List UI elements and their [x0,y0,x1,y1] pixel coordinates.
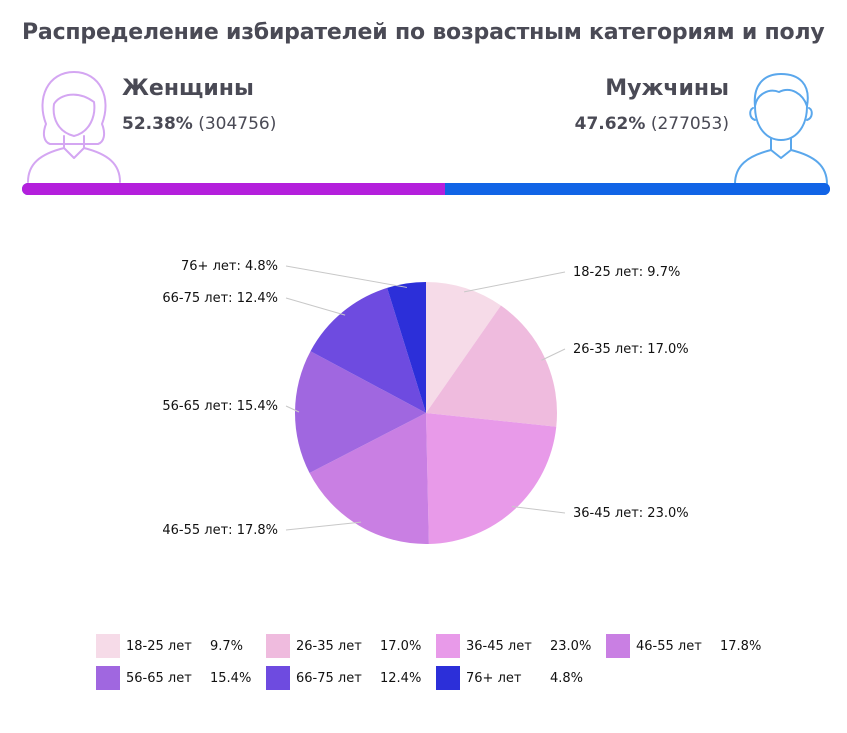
male-percent: 47.62% [574,114,646,134]
legend-value: 23.0% [550,639,592,654]
legend-swatch [436,666,460,690]
male-count: (277053) [650,114,729,134]
legend-value: 12.4% [380,671,422,686]
legend-value: 17.0% [380,639,422,654]
pie-slice-5 [295,351,426,473]
pie-leader-line-4 [285,521,362,531]
pie-slice-3 [426,413,557,544]
gender-bar-male [445,183,830,195]
legend-swatch [606,634,630,658]
gender-ratio-bar [22,183,830,195]
legend-swatch [96,666,120,690]
pie-leader-line-3 [511,505,566,514]
gender-bar-female [22,183,446,195]
male-label: Мужчины [605,76,729,101]
pie-data-label-1: 18-25 лет: 9.7% [573,265,680,280]
pie-data-label-6: 66-75 лет: 12.4% [162,291,278,306]
pie-slice-7 [387,282,426,413]
pie-data-label-5: 56-65 лет: 15.4% [162,399,278,414]
legend-value: 4.8% [550,671,584,686]
pie-slice-4 [309,413,429,544]
man-outline-icon [733,70,829,186]
pie-data-label-7: 76+ лет: 4.8% [181,259,278,274]
female-stat: 52.38% (304756) [122,114,276,134]
woman-outline-icon [26,68,122,184]
page-title: Распределение избирателей по возрастным … [22,20,825,45]
pie-leader-line-1 [463,271,566,293]
legend-label: 36-45 лет [466,639,532,654]
pie-slice-2 [426,305,557,427]
legend-label: 18-25 лет [126,639,192,654]
pie-leader-line-2 [541,348,566,361]
age-pie-chart: 18-25 лет: 9.7% 26-35 лет: 17.0% 36-45 лет… [162,259,689,544]
legend-value: 15.4% [210,671,252,686]
female-percent: 52.38% [122,114,193,134]
legend-label: 56-65 лет [126,671,192,686]
pie-leader-line-5 [285,405,300,413]
pie-leader-line-6 [285,297,346,316]
pie-slice-6 [310,287,426,413]
legend-label: 26-35 лет [296,639,362,654]
pie-leader-line-7 [285,265,408,288]
male-stat: 47.62% (277053) [575,114,729,134]
legend-swatch [266,666,290,690]
pie-data-label-3: 36-45 лет: 23.0% [573,506,689,521]
legend-label: 66-75 лет [296,671,362,686]
legend-value: 17.8% [720,639,762,654]
legend-swatch [436,634,460,658]
legend-swatch [266,634,290,658]
pie-data-label-4: 46-55 лет: 17.8% [162,523,278,538]
legend-swatch [96,634,120,658]
legend-label: 46-55 лет [636,639,702,654]
female-count: (304756) [198,114,277,134]
pie-data-label-2: 26-35 лет: 17.0% [573,342,689,357]
legend-value: 9.7% [210,639,244,654]
legend-label: 76+ лет [466,671,522,686]
female-label: Женщины [122,76,254,101]
pie-slice-1 [426,282,501,413]
